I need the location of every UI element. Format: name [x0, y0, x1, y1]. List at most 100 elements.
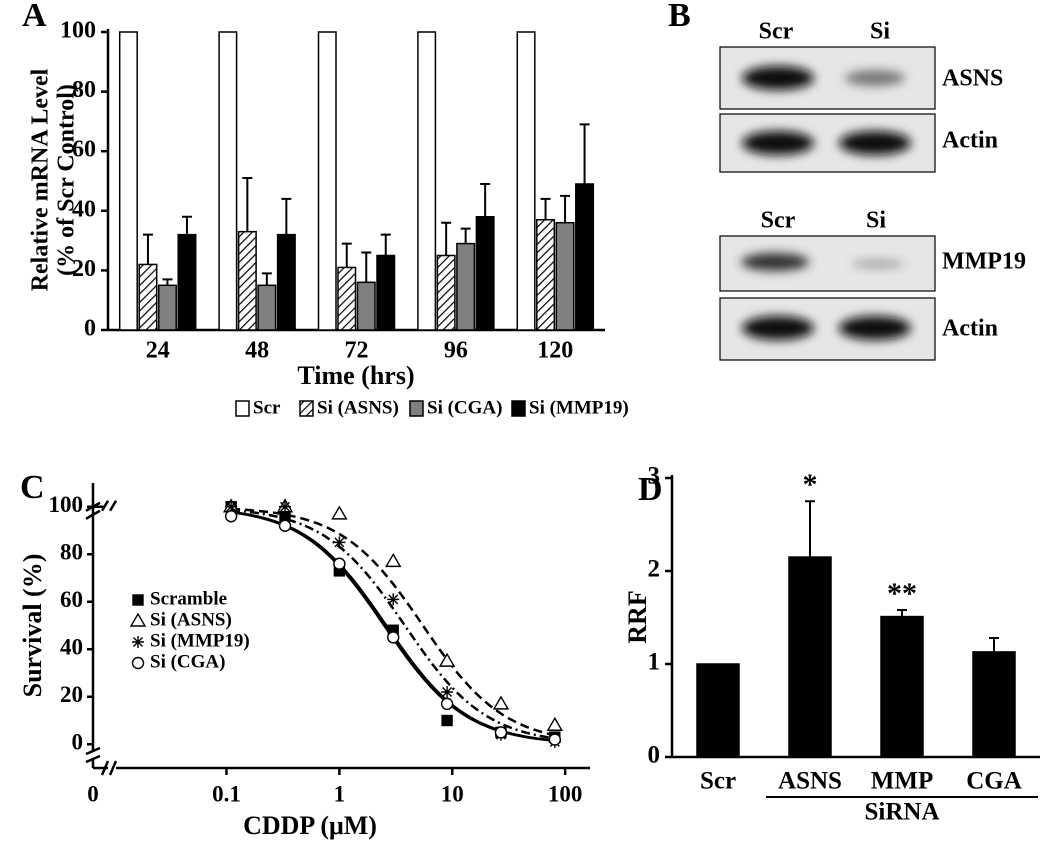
legend-label: Si (CGA) [427, 397, 502, 418]
y-tick-label: 80 [72, 77, 96, 103]
y-tick-label: 2 [648, 556, 661, 583]
x-tick-label: 72 [345, 338, 369, 364]
y-axis-label: Relative mRNA Level [28, 68, 54, 291]
lane-label: Scr [761, 208, 796, 234]
fit-curve [231, 508, 555, 740]
x-tick-label: 1 [334, 781, 346, 806]
bar [157, 284, 177, 331]
bar [276, 233, 296, 331]
error-bar [162, 278, 173, 286]
y-tick-label: 100 [49, 492, 84, 517]
point [387, 631, 400, 644]
y-axis-label: (% of Scr Control) [54, 84, 80, 276]
axis-break [85, 500, 118, 520]
bar [475, 216, 495, 331]
error-bar [989, 636, 999, 652]
point [546, 716, 564, 731]
y-axis-label: Survival (%) [18, 554, 47, 698]
row-label: Actin [942, 316, 998, 342]
point [333, 557, 346, 570]
error-bar [261, 272, 272, 286]
legend-swatch [299, 400, 314, 417]
x-tick-label: 96 [444, 338, 468, 364]
fit-curve [231, 507, 556, 737]
y-axis-label: RRF [623, 590, 652, 643]
y-tick-label: 100 [60, 18, 96, 44]
axis-break [85, 746, 118, 776]
bar [376, 254, 396, 331]
error-bar [242, 177, 253, 232]
blot-panel: Scr Si ASNS Actin Scr Si MMP19 Actin [719, 19, 1026, 361]
blot-band [839, 131, 911, 155]
error-bar [560, 194, 571, 223]
x-axis-label: CDDP (μM) [243, 811, 377, 840]
y-tick-label: 40 [60, 635, 83, 660]
group-label: SiRNA [864, 799, 939, 826]
bar [257, 284, 277, 331]
blot-band [742, 316, 814, 340]
bar [555, 221, 575, 331]
significance-label: ** [887, 577, 917, 610]
blot-band [742, 131, 814, 155]
bar [356, 281, 376, 331]
bar [696, 663, 740, 758]
error-bar [142, 233, 153, 265]
error-bar [361, 251, 372, 283]
bar [138, 263, 158, 331]
bar [516, 31, 536, 331]
x-tick-label: 48 [245, 338, 269, 364]
bar [575, 183, 595, 331]
legend-marker [129, 612, 147, 627]
y-tick-label: 20 [72, 256, 96, 282]
row-label: MMP19 [942, 249, 1026, 275]
y-tick-label: 0 [72, 730, 84, 755]
error-bar [341, 242, 352, 268]
y-tick-label: 1 [648, 649, 661, 676]
y-tick-label: 60 [72, 137, 96, 163]
legend-marker [131, 656, 145, 670]
row-label: ASNS [942, 66, 1003, 92]
x-tick-label: CGA [966, 768, 1022, 795]
legend-swatch [511, 400, 526, 417]
x-tick-label: 24 [146, 338, 170, 364]
y-tick-label: 0 [648, 742, 661, 769]
point [441, 686, 454, 698]
error-bar [805, 500, 815, 558]
point [279, 500, 292, 513]
legend-label: Si (ASNS) [150, 609, 232, 630]
point [440, 697, 454, 711]
error-bar [897, 609, 907, 617]
lane-label: Si [866, 208, 886, 234]
point [385, 552, 402, 568]
lane-label: Si [870, 19, 890, 45]
bar [218, 31, 238, 331]
point [225, 500, 238, 513]
x-tick-label: Scr [700, 768, 736, 795]
x-tick-label: 10 [441, 781, 464, 806]
x-tick-label: MMP [871, 768, 933, 795]
legend-marker [132, 594, 144, 606]
point [492, 695, 510, 710]
legend-label: Scr [253, 397, 281, 418]
bar [177, 233, 197, 331]
bar [337, 266, 357, 331]
legend-swatch [235, 400, 250, 417]
point [224, 510, 238, 523]
x-tick-label: 0 [87, 781, 99, 806]
error-bar [480, 182, 491, 217]
y-tick-label: 40 [72, 196, 96, 222]
panel-label: A [22, 0, 47, 34]
legend-label: Si (MMP19) [529, 397, 629, 418]
x-tick-label: ASNS [778, 768, 842, 795]
point [333, 536, 346, 549]
error-bar [579, 123, 590, 184]
panel-label: C [20, 469, 45, 506]
lane-label: Scr [759, 19, 794, 45]
error-bar [281, 197, 292, 235]
bar [972, 651, 1016, 758]
y-tick-label: 3 [648, 463, 661, 490]
point [387, 593, 400, 606]
blot-band [845, 70, 905, 86]
bar [118, 31, 138, 331]
